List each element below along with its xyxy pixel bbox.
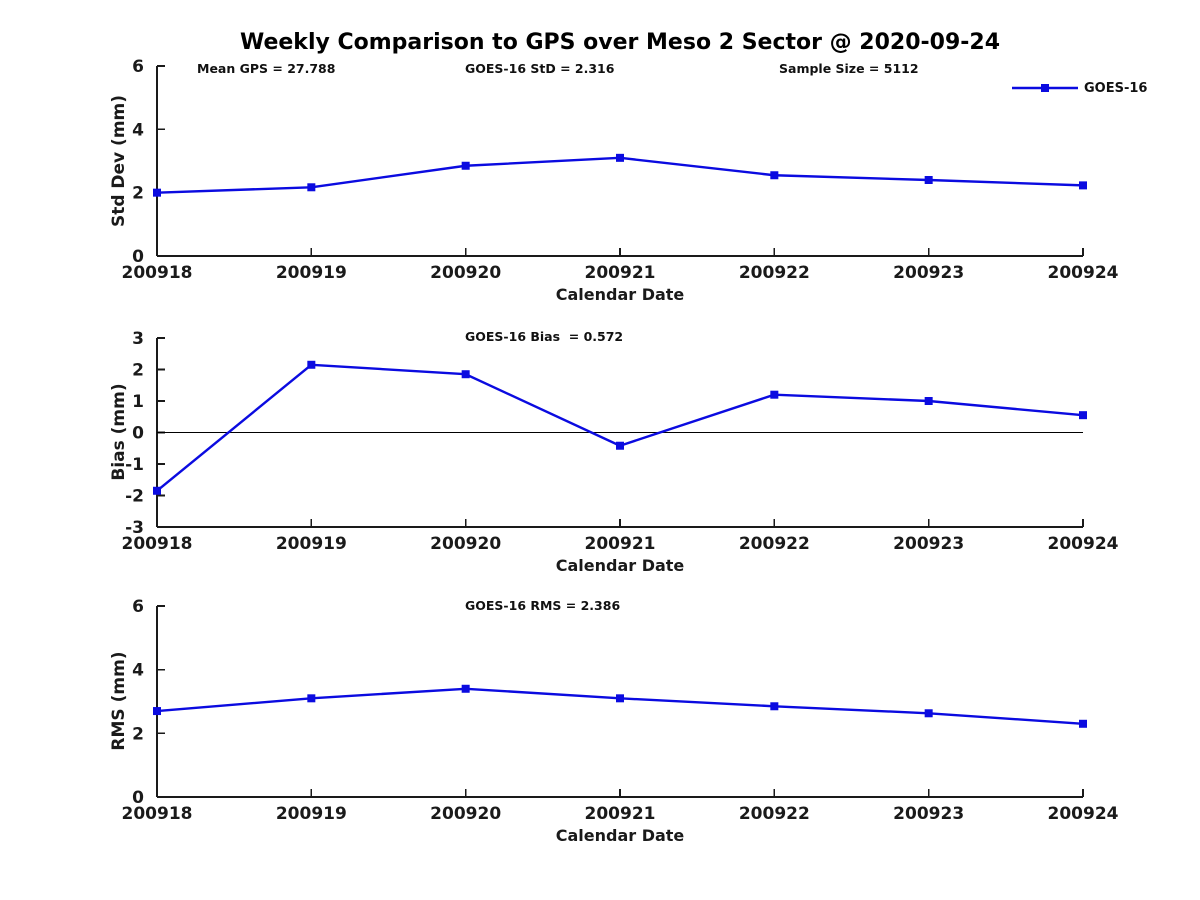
y-tick-label: 0	[132, 788, 144, 808]
y-axis-label-rms: RMS (mm)	[109, 651, 129, 751]
y-axis-label-stddev: Std Dev (mm)	[109, 94, 129, 228]
data-point-marker	[770, 390, 779, 399]
x-tick-label: 200922	[739, 263, 810, 283]
y-tick-label: -2	[125, 487, 144, 507]
x-tick-label: 200921	[585, 263, 656, 283]
series-line-goes-16	[156, 363, 1084, 492]
data-point-marker	[153, 707, 161, 716]
data-point-marker	[1079, 181, 1087, 190]
data-point-marker	[616, 694, 624, 703]
annotation-mean-gps: Mean GPS = 27.788	[197, 61, 336, 76]
x-tick-label: 200923	[893, 534, 964, 554]
x-tick-label: 200921	[585, 804, 656, 824]
x-tick-label: 200923	[893, 804, 964, 824]
y-tick-label: 2	[132, 724, 144, 744]
x-tick-label: 200922	[739, 804, 810, 824]
series-line-goes-16	[156, 156, 1084, 194]
x-tick-label: 200920	[430, 534, 501, 554]
data-point-marker	[770, 171, 779, 180]
y-tick-label: 4	[132, 120, 144, 140]
y-tick-label: 3	[132, 329, 144, 349]
x-tick-label: 200918	[122, 804, 193, 824]
y-tick-label: 2	[132, 184, 144, 204]
data-point-marker	[461, 370, 470, 379]
x-tick-label: 200922	[739, 534, 810, 554]
y-tick-label: 6	[132, 597, 144, 617]
x-tick-label: 200924	[1048, 263, 1119, 283]
data-point-marker	[461, 684, 470, 693]
data-point-marker	[1079, 411, 1087, 420]
y-tick-label: 0	[132, 424, 144, 444]
data-point-marker	[153, 188, 161, 197]
data-point-marker	[307, 694, 316, 703]
data-point-marker	[616, 441, 624, 450]
y-tick-label: 6	[132, 57, 144, 77]
x-axis-label-bottom: Calendar Date	[555, 826, 685, 845]
y-tick-label: -3	[125, 518, 144, 538]
data-point-marker	[307, 183, 316, 192]
y-tick-label: 4	[132, 661, 144, 681]
x-tick-label: 200924	[1048, 804, 1119, 824]
data-point-marker	[307, 360, 316, 369]
y-tick-label: 1	[132, 392, 144, 412]
y-tick-label: -1	[125, 455, 144, 475]
x-tick-label: 200918	[122, 263, 193, 283]
x-tick-label: 200924	[1048, 534, 1119, 554]
series-line-goes-16	[156, 687, 1084, 725]
data-point-marker	[461, 161, 470, 170]
annotation-goes16-std: GOES-16 StD = 2.316	[465, 61, 615, 76]
y-tick-label: 2	[132, 361, 144, 381]
x-tick-label: 200920	[430, 263, 501, 283]
legend-label: GOES-16	[1084, 80, 1148, 96]
x-axis-label-top: Calendar Date	[555, 285, 685, 304]
x-tick-label: 200920	[430, 804, 501, 824]
x-axis-label-middle: Calendar Date	[555, 556, 685, 575]
data-point-marker	[1079, 719, 1087, 728]
annotation-sample-size: Sample Size = 5112	[779, 61, 919, 76]
legend-line-sample	[1012, 84, 1078, 92]
x-tick-label: 200921	[585, 534, 656, 554]
data-point-marker	[924, 709, 933, 718]
annotation-goes16-rms: GOES-16 RMS = 2.386	[465, 598, 621, 613]
legend-square-marker-icon	[1041, 84, 1049, 92]
data-point-marker	[924, 176, 933, 184]
x-tick-label: 200919	[276, 534, 347, 554]
x-tick-label: 200919	[276, 263, 347, 283]
figure-title: Weekly Comparison to GPS over Meso 2 Sec…	[239, 30, 1001, 55]
y-tick-label: 0	[132, 247, 144, 267]
data-point-marker	[153, 486, 161, 495]
data-point-marker	[770, 702, 779, 711]
legend: GOES-16	[1012, 80, 1147, 96]
data-point-marker	[924, 397, 933, 405]
annotation-goes16-bias: GOES-16 Bias = 0.572	[465, 329, 624, 344]
x-tick-label: 200919	[276, 804, 347, 824]
x-tick-label: 200923	[893, 263, 964, 283]
y-axis-label-bias: Bias (mm)	[109, 383, 129, 481]
x-tick-label: 200918	[122, 534, 193, 554]
data-point-marker	[616, 153, 624, 162]
